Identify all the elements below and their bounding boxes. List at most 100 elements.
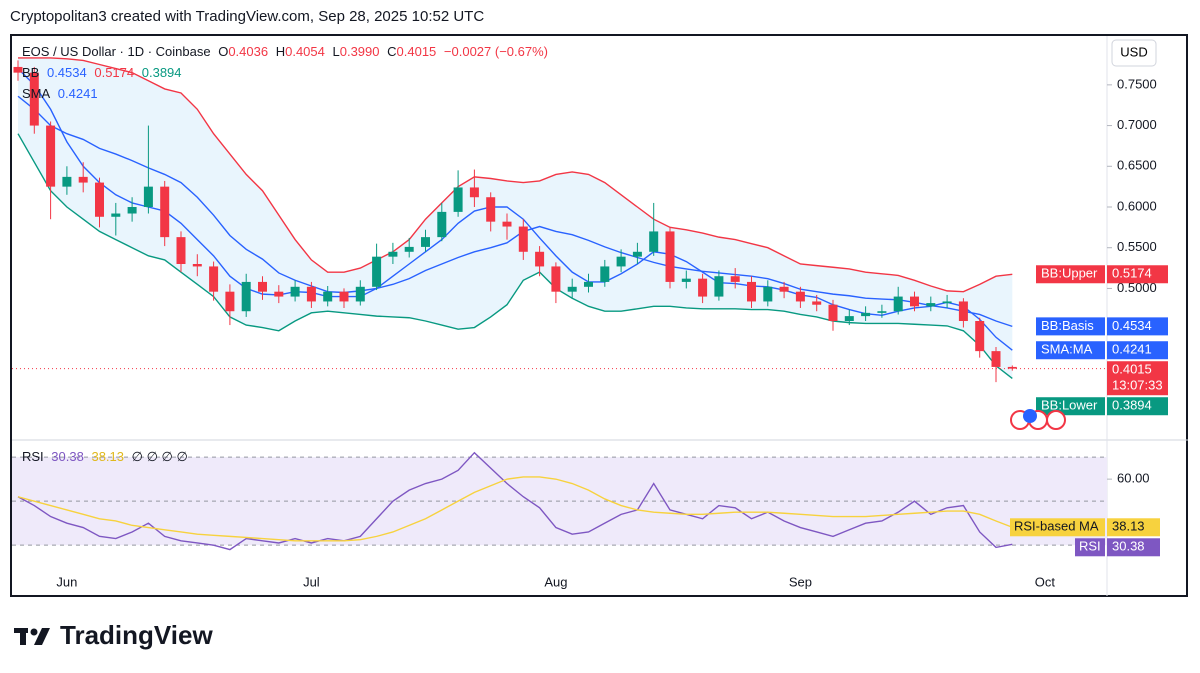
indicator-line [17, 133, 1013, 380]
rsi-label: RSI [22, 449, 44, 464]
h-label: H [275, 44, 286, 59]
header-title: Cryptopolitan3 created with TradingView.… [10, 8, 485, 25]
candle-body [698, 278, 708, 297]
candle-body [306, 286, 316, 302]
logo-text: TradingView [60, 620, 213, 650]
badge-value: 30.38 [1112, 539, 1145, 554]
rsi-extra: ∅ ∅ ∅ ∅ [131, 449, 188, 464]
candle-body [763, 286, 773, 302]
price-badge-value: 0.4015 [1112, 362, 1152, 377]
badge-label-bg [1036, 265, 1105, 284]
y-tick-label: 0.6000 [1117, 198, 1157, 213]
x-tick-label: Jun [56, 574, 77, 589]
candle-body [372, 256, 382, 287]
candle-body [160, 186, 170, 238]
badge-value: 38.13 [1112, 519, 1145, 534]
candle-body [649, 231, 659, 252]
candle-body [681, 278, 691, 282]
candle-body [926, 303, 936, 307]
candle-body [404, 246, 414, 252]
candle-body [469, 187, 479, 198]
chart-frame [10, 34, 1188, 597]
candle-body [13, 66, 23, 73]
badge-value: 0.4241 [1112, 342, 1152, 357]
y-tick-label: 0.7500 [1117, 76, 1157, 91]
candle-body [942, 301, 952, 304]
logo-icon [14, 627, 50, 645]
badge-value-bg [1107, 341, 1168, 360]
bb-upper-value: 0.5174 [94, 65, 135, 80]
open-value: 0.4036 [228, 44, 269, 59]
y-tick-label: 0.5500 [1117, 239, 1157, 254]
y-tick-label: 60.00 [1117, 471, 1150, 486]
indicator-icons [1010, 409, 1066, 430]
badge-label: BB:Lower [1041, 398, 1098, 413]
candle-body [143, 186, 153, 207]
y-tick-label: 0.5000 [1117, 280, 1157, 295]
candle-body [421, 237, 430, 247]
candle-body [779, 286, 789, 292]
candle-body [502, 221, 512, 227]
badge-value-bg [1107, 518, 1160, 537]
indicator-line [17, 95, 1013, 328]
candle-body [535, 251, 545, 267]
legend-row: BB 0.4534 0.5174 0.3894 [22, 65, 186, 80]
o-label: O [218, 44, 229, 59]
price-badge [1107, 361, 1168, 396]
candle-body [975, 321, 985, 352]
candle-body [290, 286, 300, 297]
badge-label: SMA:MA [1041, 342, 1093, 357]
symbol: EOS / US Dollar · 1D · Coinbase [22, 44, 211, 59]
candle-body [62, 176, 72, 187]
indicator-line [18, 57, 1013, 293]
bb-lower-value: 0.3894 [141, 65, 182, 80]
badge-label-bg [1075, 538, 1105, 557]
candle-body [339, 291, 349, 302]
candle-body [600, 266, 610, 282]
candle-body [991, 351, 1001, 367]
candle-body [632, 251, 642, 257]
close-value: 0.4015 [396, 44, 437, 59]
candle-body [665, 231, 675, 282]
bb-basis-value: 0.4534 [46, 65, 87, 80]
badge-value-bg [1107, 397, 1168, 416]
high-value: 0.4054 [285, 44, 325, 59]
candle-body [111, 213, 121, 217]
candle-body [437, 211, 447, 238]
indicator-line [17, 68, 1013, 351]
candle-body [176, 237, 186, 264]
legend-row: RSI 30.38 38.13 ∅ ∅ ∅ ∅ [22, 449, 192, 465]
badge-value-bg [1107, 538, 1160, 557]
candle-body [714, 276, 724, 297]
badge-label: BB:Basis [1041, 318, 1094, 333]
x-tick-label: Oct [1035, 574, 1056, 589]
legend-row: SMA 0.4241 [22, 86, 102, 101]
candle-body [567, 286, 577, 292]
badge-label: BB:Upper [1041, 266, 1098, 281]
candle-body [46, 125, 56, 187]
bb-label: BB [22, 65, 40, 80]
badge-label-bg [1010, 518, 1105, 537]
candle-body [388, 251, 398, 257]
x-tick-label: Jul [303, 574, 320, 589]
rsi-ma-value: 38.13 [91, 449, 125, 464]
candle-body [747, 281, 756, 302]
x-tick-label: Aug [544, 574, 567, 589]
badge-label-bg [1036, 341, 1105, 360]
countdown: 13:07:33 [1112, 378, 1163, 393]
badge-label: RSI [1079, 539, 1101, 554]
footer-logo: TradingView [14, 620, 213, 651]
candle-body [828, 304, 838, 321]
currency: USD [1120, 44, 1147, 59]
c-label: C [387, 44, 397, 59]
badge-value: 0.3894 [1112, 398, 1152, 413]
indicator-line [17, 451, 1013, 551]
candle-body [730, 276, 740, 282]
sma-label: SMA [22, 86, 51, 101]
candle-body [861, 312, 871, 317]
candle-body [453, 187, 463, 212]
low-value: 0.3990 [339, 44, 380, 59]
currency-box[interactable] [1111, 39, 1157, 67]
rsi-value: 30.38 [51, 449, 84, 464]
